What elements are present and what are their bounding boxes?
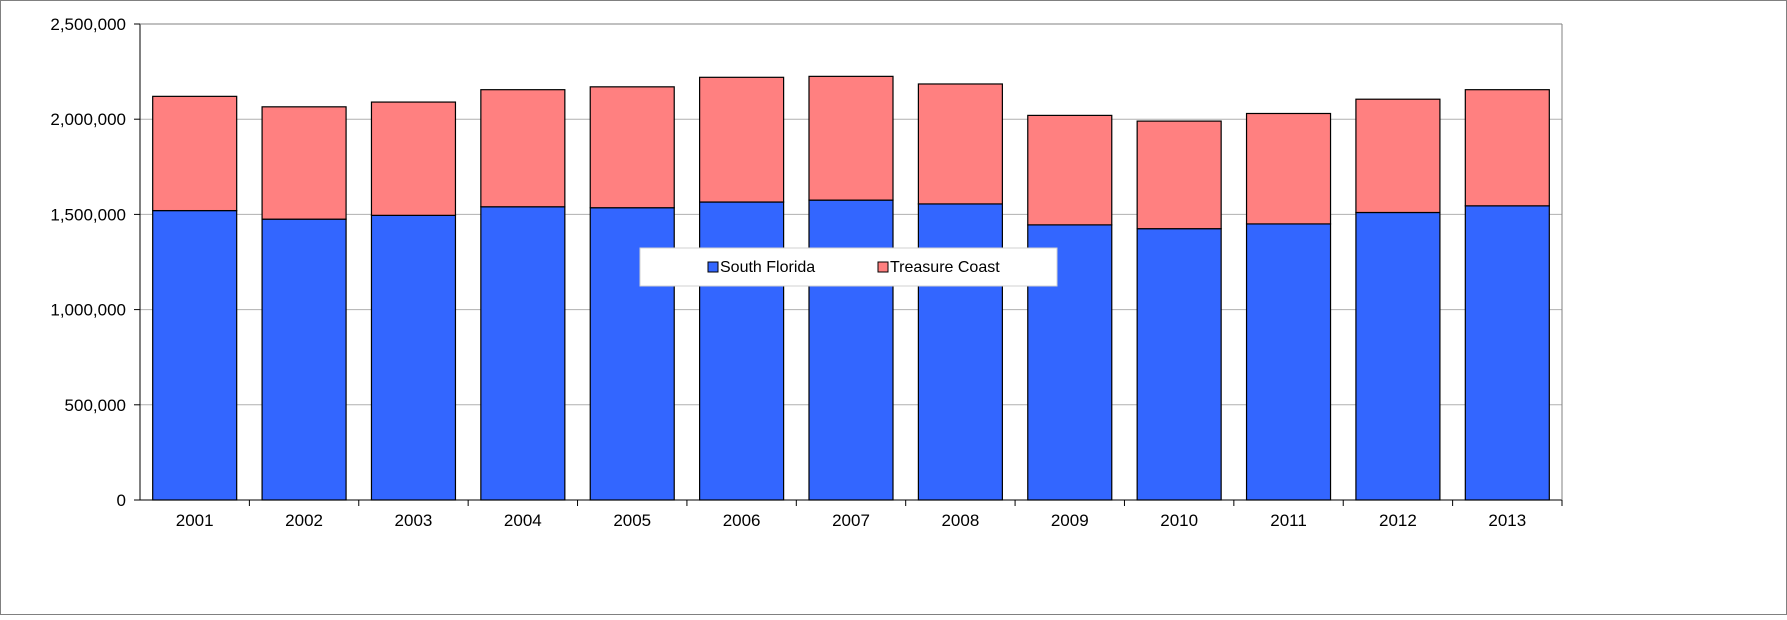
x-tick-label: 2005 bbox=[613, 511, 651, 530]
x-tick-label: 2008 bbox=[941, 511, 979, 530]
bar-south-florida bbox=[1245, 223, 1332, 501]
x-tick-label: 2011 bbox=[1270, 511, 1307, 530]
bar-treasure-coast bbox=[589, 86, 675, 209]
bar-treasure-coast bbox=[261, 106, 347, 220]
legend-label: South Florida bbox=[720, 259, 815, 276]
bar-south-florida bbox=[1464, 205, 1550, 501]
y-tick-label: 1,000,000 bbox=[50, 301, 126, 320]
bar-south-florida bbox=[480, 206, 566, 501]
bar-south-florida bbox=[1355, 211, 1441, 501]
legend: South Florida Treasure Coast bbox=[639, 247, 1058, 287]
legend-label: Treasure Coast bbox=[890, 259, 1000, 276]
bar-treasure-coast bbox=[1136, 120, 1222, 230]
y-tick-label: 500,000 bbox=[65, 396, 126, 415]
x-tick-label: 2004 bbox=[504, 511, 542, 530]
bar-treasure-coast bbox=[1245, 112, 1332, 225]
y-tick-label: 0 bbox=[117, 491, 126, 510]
bar-treasure-coast bbox=[1027, 114, 1113, 226]
x-tick-label: 2010 bbox=[1160, 511, 1198, 530]
y-tick-label: 2,500,000 bbox=[50, 15, 126, 34]
bar-treasure-coast bbox=[699, 76, 785, 203]
bar-treasure-coast bbox=[370, 101, 457, 216]
x-tick-label: 2003 bbox=[395, 511, 433, 530]
x-tick-label: 2012 bbox=[1379, 511, 1417, 530]
x-tick-label: 2001 bbox=[176, 511, 214, 530]
x-tick-label: 2013 bbox=[1488, 511, 1526, 530]
bar-treasure-coast bbox=[480, 89, 566, 208]
bar-treasure-coast bbox=[1464, 89, 1550, 207]
legend-swatch bbox=[877, 261, 889, 273]
y-tick-labels: 0 500,000 1,000,000 1,500,000 2,000,000 2,500… bbox=[50, 15, 126, 510]
bar-south-florida bbox=[152, 209, 238, 501]
x-tick-labels: 2001 2002 2003 2004 2005 2006 2007 2008 2009 2010… bbox=[176, 511, 1526, 530]
bars bbox=[152, 75, 1550, 501]
bar-treasure-coast bbox=[808, 75, 894, 201]
axes bbox=[134, 23, 1563, 506]
x-tick-label: 2007 bbox=[832, 511, 870, 530]
x-tick-label: 2009 bbox=[1051, 511, 1089, 530]
y-tick-label: 1,500,000 bbox=[50, 205, 126, 224]
bar-treasure-coast bbox=[152, 95, 238, 212]
x-tick-label: 2006 bbox=[723, 511, 761, 530]
x-tick-label: 2002 bbox=[285, 511, 323, 530]
bar-treasure-coast bbox=[1355, 98, 1441, 214]
bar-south-florida bbox=[261, 218, 347, 501]
legend-swatch bbox=[707, 261, 719, 273]
y-tick-label: 2,000,000 bbox=[50, 110, 126, 129]
bar-treasure-coast bbox=[917, 83, 1003, 205]
bar-south-florida bbox=[808, 199, 894, 501]
bar-south-florida bbox=[699, 201, 785, 501]
bar-south-florida bbox=[1136, 228, 1222, 501]
bar-south-florida bbox=[370, 214, 457, 501]
